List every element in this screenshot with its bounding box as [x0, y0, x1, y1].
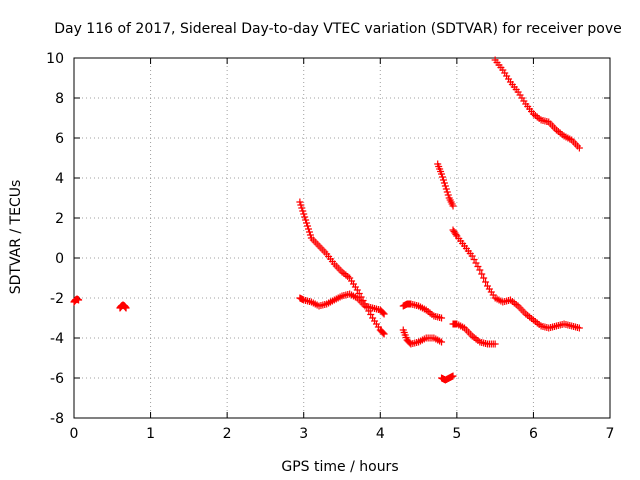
- data-point: [380, 330, 388, 338]
- y-tick-label: -8: [50, 411, 64, 427]
- data-point: [305, 225, 312, 233]
- data-point: [296, 198, 304, 206]
- x-tick-label: 0: [70, 426, 79, 442]
- data-point: [575, 324, 583, 332]
- x-tick-label: 6: [529, 426, 538, 442]
- x-tick-label: 7: [606, 426, 615, 442]
- data-point: [301, 213, 309, 221]
- series-arc9: [449, 226, 583, 332]
- y-tick-label: 0: [55, 251, 64, 267]
- y-tick-label: 2: [55, 211, 64, 227]
- data-point: [379, 329, 387, 337]
- data-point: [438, 314, 446, 322]
- y-axis-label: SDTVAR / TECUs: [8, 180, 24, 295]
- series-arc10: [449, 320, 499, 348]
- x-tick-label: 3: [299, 426, 308, 442]
- data-point: [452, 231, 460, 238]
- y-tick-label: -4: [50, 331, 64, 347]
- data-point: [444, 191, 452, 199]
- data-point: [439, 176, 447, 184]
- x-tick-labels: 0 1 2 3 4 5 6 7: [70, 426, 615, 442]
- data-point: [303, 219, 311, 227]
- data-point: [476, 266, 484, 274]
- data-point: [75, 296, 83, 304]
- series-arc1: [70, 295, 83, 306]
- data-point: [439, 173, 446, 181]
- axis-ticks: [73, 57, 611, 419]
- series-arc8: [438, 372, 457, 384]
- data-point: [478, 270, 486, 278]
- y-tick-label: 4: [55, 171, 64, 187]
- data-point: [380, 310, 388, 318]
- data-point: [575, 144, 583, 152]
- data-point: [441, 182, 449, 190]
- data-point: [442, 185, 450, 193]
- data-point: [449, 372, 457, 380]
- y-tick-label: -6: [50, 371, 64, 387]
- y-tick-label: -2: [50, 291, 64, 307]
- x-axis-label: GPS time / hours: [281, 459, 398, 475]
- series-arc5: [399, 300, 446, 322]
- data-point: [449, 202, 457, 210]
- data-point: [122, 304, 130, 312]
- data-point: [300, 210, 308, 218]
- data-point: [297, 201, 305, 209]
- series-arc6: [399, 326, 446, 348]
- data-point: [438, 338, 446, 346]
- y-tick-labels: -8 -6 -4 -2 0 2 4 6 8 10: [46, 51, 64, 427]
- data-point: [298, 204, 306, 212]
- series-arc4: [296, 290, 388, 318]
- x-tick-label: 5: [452, 426, 461, 442]
- data-point: [440, 179, 448, 187]
- y-tick-label: 8: [55, 91, 64, 107]
- y-tick-label: 6: [55, 131, 64, 147]
- data-point: [443, 188, 451, 196]
- chart-title: Day 116 of 2017, Sidereal Day-to-day VTE…: [54, 21, 622, 37]
- series-arc2: [116, 301, 130, 312]
- x-tick-label: 2: [223, 426, 232, 442]
- data-point: [302, 216, 310, 224]
- data-point: [305, 228, 313, 236]
- data-point: [482, 278, 490, 286]
- series-arc11: [491, 56, 583, 152]
- series-arc3: [296, 198, 388, 338]
- x-tick-label: 1: [146, 426, 155, 442]
- data-points: [70, 56, 583, 384]
- x-tick-label: 4: [376, 426, 385, 442]
- data-point: [480, 274, 488, 282]
- y-tick-label: 10: [46, 51, 64, 67]
- data-point: [299, 207, 307, 215]
- data-point: [306, 231, 314, 239]
- data-point: [438, 170, 446, 178]
- plot-frame: [73, 57, 611, 419]
- series-arc7: [434, 160, 457, 210]
- data-point: [379, 309, 387, 317]
- data-point: [304, 222, 312, 230]
- data-point: [491, 340, 499, 348]
